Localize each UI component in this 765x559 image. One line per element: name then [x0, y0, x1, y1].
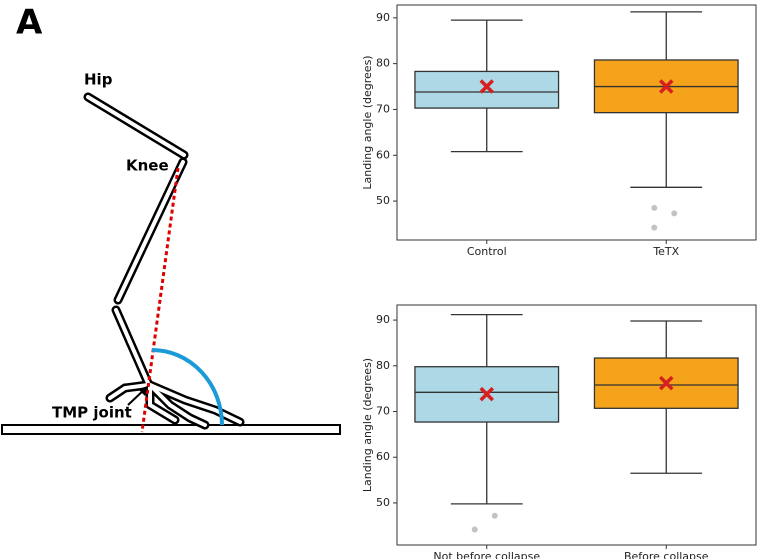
y-tick-label: 70 [376, 405, 390, 418]
panel-label: A [16, 3, 43, 43]
y-tick-label: 60 [376, 450, 390, 463]
plot-area [396, 304, 757, 546]
diagram-label: Hip [84, 71, 113, 89]
angle-arc [151, 348, 224, 426]
diagram-label: TMP joint [52, 404, 132, 422]
y-tick-label: 70 [376, 102, 390, 115]
leg-axis-line [140, 167, 180, 433]
mean-marker [479, 79, 494, 94]
diagram-label: Knee [126, 157, 169, 175]
outlier [651, 224, 658, 231]
mean-marker [659, 79, 674, 94]
mean-marker [479, 386, 494, 402]
box [414, 70, 560, 109]
plot-area [396, 4, 757, 241]
x-tick-label: TeTX [652, 245, 679, 258]
y-tick-label: 50 [376, 496, 390, 509]
y-axis-label: Landing angle (degrees) [361, 358, 374, 492]
outlier [471, 526, 478, 533]
y-tick-label: 80 [376, 57, 390, 70]
ground [1, 424, 341, 435]
outlier [671, 210, 678, 217]
y-tick-label: 50 [376, 194, 390, 207]
x-tick-label: Not before collapse [433, 550, 540, 559]
y-axis-label: Landing angle (degrees) [361, 55, 374, 189]
y-tick-label: 90 [376, 313, 390, 326]
outlier [651, 204, 658, 211]
outlier [491, 512, 498, 519]
x-tick-label: Control [467, 245, 507, 258]
x-tick-label: Before collapse [624, 550, 709, 559]
bones-fill [86, 95, 242, 427]
arrow-head [138, 386, 148, 396]
y-tick-label: 90 [376, 11, 390, 24]
leg-diagram: Hip Knee TMP joint [1, 71, 341, 435]
mean-marker [659, 375, 674, 391]
y-tick-label: 80 [376, 359, 390, 372]
y-tick-label: 60 [376, 148, 390, 161]
